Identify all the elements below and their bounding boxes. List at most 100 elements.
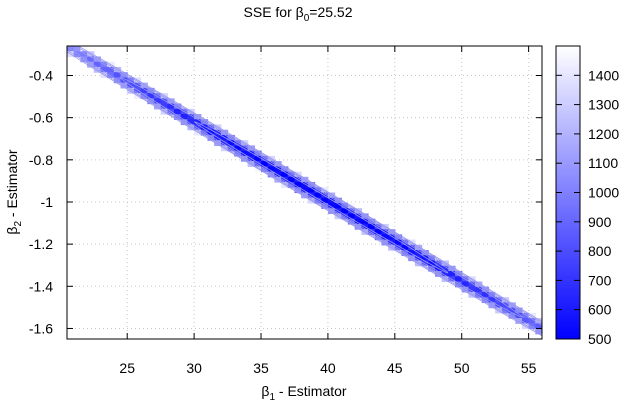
heatmap-cell — [294, 182, 302, 188]
heatmap-cell — [281, 176, 289, 183]
heatmap-cell — [307, 187, 316, 194]
heatmap-cell — [521, 318, 530, 324]
heatmap-cell — [488, 291, 496, 298]
contour-line — [194, 121, 449, 274]
heatmap-cell — [468, 291, 476, 298]
plot-frame — [66, 45, 543, 340]
heatmap-cell — [421, 260, 429, 267]
x-tick-label: 55 — [521, 360, 537, 376]
heatmap-cell — [408, 250, 416, 256]
heatmap-cell — [321, 192, 329, 199]
heatmap-cell — [247, 150, 255, 157]
contour-line — [67, 46, 542, 335]
heatmap-cell — [528, 318, 536, 324]
heatmap-cell — [535, 323, 542, 330]
y-tick-label: -1.4 — [29, 278, 53, 294]
heatmap-cell — [240, 145, 249, 152]
x-axis-label: β1 - Estimator — [261, 383, 347, 403]
heatmap-cell — [247, 145, 255, 152]
colorbar-tick-label: 900 — [588, 214, 612, 230]
y-tick-label: -0.6 — [29, 110, 53, 126]
heatmap-cell — [347, 213, 356, 220]
heatmap-cell — [80, 56, 88, 63]
grid-lines — [67, 46, 542, 339]
heatmap-cell — [240, 150, 249, 157]
heatmap-cell — [107, 72, 115, 78]
x-tick-label: 40 — [320, 360, 336, 376]
heatmap-cell — [388, 234, 396, 241]
colorbar-tick-label: 600 — [588, 302, 612, 318]
heatmap-cell — [441, 265, 449, 272]
heatmap-cell — [321, 197, 329, 204]
heatmap-cell — [421, 255, 429, 262]
x-tick-label: 30 — [186, 360, 202, 376]
x-axis-ticks: 25 30 35 40 45 50 55 — [119, 46, 537, 376]
heatmap-cell — [187, 108, 195, 115]
heatmap-cell — [160, 93, 168, 99]
heatmap-cell — [394, 250, 403, 256]
heatmap-cell — [220, 134, 229, 141]
heatmap-cell — [274, 161, 282, 167]
chart-title: SSE for β0=25.52 — [244, 4, 353, 24]
colorbar-tick-label: 1200 — [588, 126, 619, 142]
heatmap-cell — [87, 51, 95, 58]
heatmap-cell — [214, 129, 222, 136]
heatmap-cell — [87, 56, 95, 63]
heatmap-cell — [461, 286, 470, 293]
heatmap-cell — [113, 72, 122, 78]
heatmap-cell — [200, 119, 209, 126]
heatmap-cell — [508, 307, 516, 314]
heatmap-cell — [428, 265, 436, 272]
heatmap-cell — [140, 87, 148, 94]
heatmap-cell — [455, 270, 463, 277]
heatmap-cell — [361, 229, 369, 235]
colorbar-tick-label: 700 — [588, 272, 612, 288]
heatmap-cell — [133, 87, 142, 94]
heatmap-cell — [80, 51, 88, 58]
y-tick-label: -1.2 — [29, 236, 53, 252]
heatmap-cell — [220, 129, 229, 136]
heatmap-cell — [354, 218, 362, 225]
heatmap-cell — [374, 234, 383, 241]
heatmap-cell — [147, 93, 155, 99]
x-tick-label: 25 — [119, 360, 135, 376]
heatmap-cell — [347, 218, 356, 225]
heatmap-cell — [341, 208, 349, 215]
heatmap-cell — [361, 218, 369, 225]
heatmap-cell — [187, 119, 195, 126]
heatmap-cell — [394, 239, 403, 246]
heatmap-cell — [200, 124, 209, 131]
heatmap-cell — [321, 202, 329, 209]
y-tick-label: -1 — [41, 194, 54, 210]
heatmap-cell — [455, 276, 463, 283]
x-tick-label: 45 — [387, 360, 403, 376]
heatmap-cell — [267, 166, 275, 173]
heatmap-cell — [468, 286, 476, 293]
heatmap-cell — [281, 171, 289, 178]
heatmap-cell — [214, 124, 222, 131]
heatmap-cell — [475, 286, 483, 293]
heatmap-cell — [287, 176, 296, 183]
heatmap-cell — [153, 98, 162, 105]
heatmap-cell — [468, 281, 476, 288]
heatmap-cell — [481, 291, 490, 298]
heatmap-cell — [174, 103, 182, 110]
heatmap-cell — [374, 223, 383, 230]
contour-line — [120, 77, 523, 318]
heatmap-cell — [414, 255, 423, 262]
heatmap-cell — [167, 103, 175, 110]
heatmap-cell — [140, 93, 148, 99]
heatmap-cell — [347, 208, 356, 215]
heatmap-cell — [227, 134, 235, 141]
heatmap-cell — [127, 77, 135, 84]
heatmap-cell — [254, 161, 262, 167]
heatmap-cell — [180, 119, 189, 126]
contour-line — [67, 46, 542, 333]
heatmap-cell — [167, 98, 175, 105]
heatmap-cell — [307, 182, 316, 188]
heatmap-cell — [327, 208, 336, 215]
heatmap-cell — [448, 281, 456, 288]
heatmap-cell — [274, 166, 282, 173]
heatmap-cell — [174, 108, 182, 115]
